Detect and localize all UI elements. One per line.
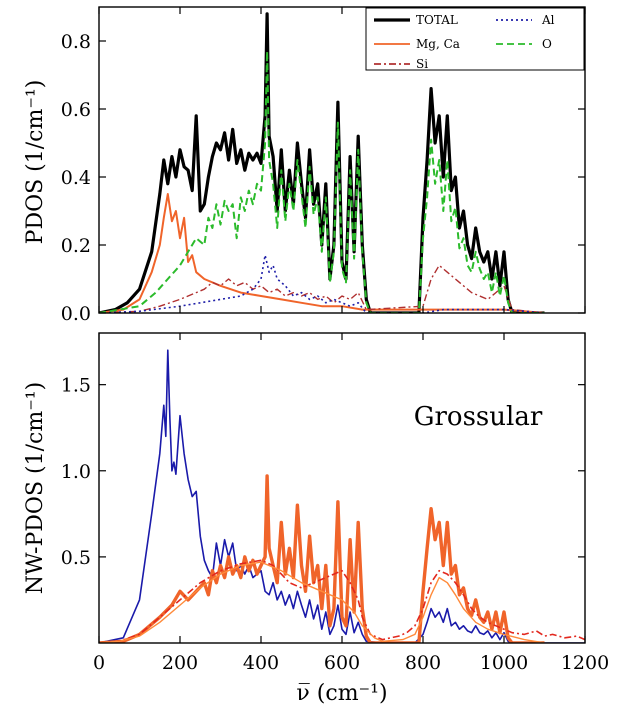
bottom-y-tick-label: 1.5: [61, 375, 91, 397]
top-panel: 0.0 0.2 0.4 0.6 0.8 PDOS (1/cm⁻¹) TOTAL Al M…: [23, 6, 586, 325]
bottom-y-ticks: 0.5 1.0 1.5: [61, 375, 585, 569]
legend-label-mgca: Mg, Ca: [416, 37, 460, 51]
top-series-al: [99, 254, 545, 313]
top-series-total: [99, 12, 545, 313]
x-axis-label: ν̅ (cm⁻¹): [296, 681, 387, 706]
legend-label-si: Si: [416, 57, 428, 71]
bottom-series-series-2: [99, 559, 585, 643]
x-tick-label: 1200: [561, 652, 609, 674]
top-series-group: [99, 12, 545, 313]
legend-label-al: Al: [541, 13, 555, 27]
legend-label-o: O: [542, 37, 552, 51]
bottom-series-group: [99, 349, 585, 643]
x-tick-label: 0: [93, 652, 105, 674]
top-y-tick-label: 0.6: [61, 99, 91, 121]
top-y-tick-label: 0.0: [61, 303, 91, 325]
bottom-x-ticks: 0 200 400 600 800 1000 1200: [93, 333, 609, 674]
bottom-y-tick-label: 0.5: [61, 547, 91, 569]
legend-label-total: TOTAL: [416, 13, 458, 27]
bottom-series-series-0: [99, 349, 585, 643]
bottom-series-series-3: [99, 561, 545, 643]
top-series-o: [99, 50, 545, 313]
bottom-y-label: NW-PDOS (1/cm⁻¹): [23, 382, 48, 594]
legend-frame: [365, 7, 585, 71]
top-y-tick-label: 0.8: [61, 31, 91, 53]
x-tick-label: 1000: [480, 652, 528, 674]
top-series-mg-ca: [99, 193, 545, 313]
top-y-label: PDOS (1/cm⁻¹): [23, 80, 48, 245]
top-series-si: [99, 264, 545, 313]
bottom-panel: 0.5 1.0 1.5 0 200 400 600 800 1000 1200 NW-PDOS …: [23, 332, 609, 706]
top-y-tick-label: 0.2: [61, 235, 91, 257]
bottom-y-tick-label: 1.0: [61, 461, 91, 483]
top-legend: TOTAL Al Mg, Ca O Si: [365, 7, 585, 71]
x-tick-label: 200: [162, 652, 198, 674]
x-tick-label: 400: [243, 652, 279, 674]
x-tick-label: 800: [405, 652, 441, 674]
annotation-grossular: Grossular: [414, 402, 543, 432]
top-y-tick-label: 0.4: [61, 167, 91, 189]
x-tick-label: 600: [324, 652, 360, 674]
top-y-ticks: 0.0 0.2 0.4 0.6 0.8: [61, 7, 586, 325]
